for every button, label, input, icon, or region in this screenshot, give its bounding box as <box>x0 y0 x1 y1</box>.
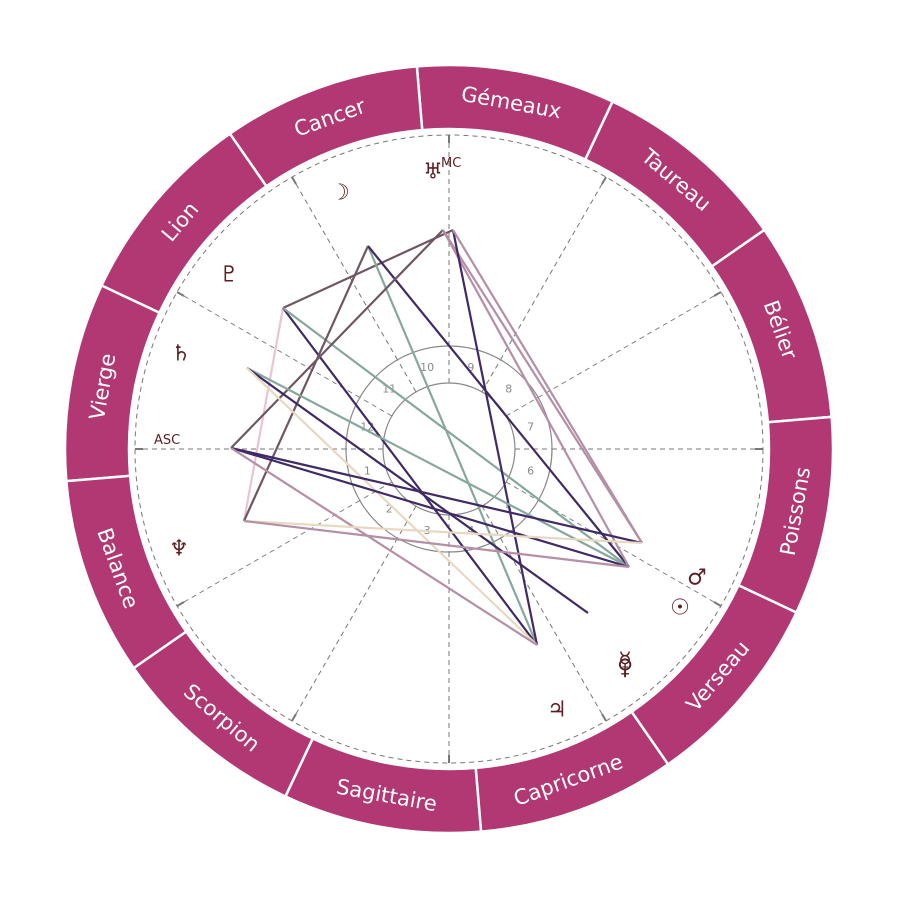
zodiac-sign-ring: BélierTaureauGémeauxCancerLionViergeBala… <box>63 63 835 835</box>
house-cusp-line <box>291 537 398 722</box>
aspect-line <box>230 446 630 569</box>
aspect-line <box>282 307 630 568</box>
ascendant-label: ASC <box>154 433 180 448</box>
mercury-icon: ☿ <box>618 649 632 674</box>
aspect-line <box>452 229 643 544</box>
house-cusp-line <box>500 537 607 722</box>
house-number: 1 <box>364 464 371 477</box>
house-cusp-inner <box>481 505 501 539</box>
house-cusp-line <box>176 500 361 607</box>
house-outer-circle <box>345 345 553 553</box>
aspect-line <box>230 229 444 449</box>
house-cusp-inner <box>481 359 501 393</box>
house-cusp-inner <box>505 481 539 501</box>
house-cusp-line <box>537 291 722 398</box>
aspect-line <box>282 229 454 309</box>
house-cusp-inner <box>397 505 417 539</box>
cusp-tick <box>291 176 297 185</box>
house-cusp-lines <box>135 135 763 763</box>
sign-segment <box>736 415 835 615</box>
uranus-icon: ♅ <box>423 160 443 185</box>
aspect-line <box>243 519 630 569</box>
house-number: 2 <box>386 502 393 515</box>
house-cusp-inner <box>359 397 393 417</box>
house-number: 6 <box>527 464 534 477</box>
venus-icon: ♀ <box>617 656 633 681</box>
house-number: 4 <box>467 524 474 537</box>
aspect-line <box>367 245 630 568</box>
saturn-icon: ♄ <box>171 342 191 367</box>
aspect-line <box>451 229 539 646</box>
moon-icon: ☽ <box>330 181 350 206</box>
house-cusp-line <box>500 176 607 361</box>
house-cusp-line <box>176 291 361 398</box>
aspect-line <box>246 367 630 568</box>
planet-glyphs: ♅ ☽ ♇ ♄ ♆ ♂ ☉ ☿♀ ♃ <box>169 160 707 723</box>
cusp-tick <box>713 601 722 607</box>
aspect-line <box>282 307 538 646</box>
degree-circle <box>134 134 764 764</box>
aspect-line <box>230 447 538 646</box>
house-number: 8 <box>505 383 512 396</box>
aspect-line <box>242 245 370 522</box>
house-cusp-inner <box>397 359 417 393</box>
cusp-tick <box>176 291 185 297</box>
cusp-tick <box>601 176 607 185</box>
jupiter-icon: ♃ <box>547 698 567 723</box>
cusp-tick <box>713 291 722 297</box>
cusp-tick <box>291 713 297 722</box>
aspect-line <box>230 446 643 545</box>
house-number: 10 <box>420 361 434 374</box>
pluto-icon: ♇ <box>219 263 239 288</box>
sun-icon: ☉ <box>670 596 690 621</box>
house-cusp-line <box>291 176 398 361</box>
aspect-line <box>442 229 630 568</box>
house-number: 9 <box>467 361 474 374</box>
mars-icon: ♂ <box>687 566 707 591</box>
cusp-tick <box>601 713 607 722</box>
house-cusp-inner <box>505 397 539 417</box>
neptune-icon: ♆ <box>169 537 189 562</box>
cusp-tick <box>176 601 185 607</box>
house-number: 7 <box>527 421 534 434</box>
midheaven-label: MC <box>441 156 461 171</box>
house-cusp-line <box>537 500 722 607</box>
house-number-wheel: 123456789101112 <box>345 345 553 553</box>
house-inner-circle <box>382 382 516 516</box>
aspect-line <box>243 519 643 545</box>
aspect-line <box>246 367 538 646</box>
aspect-line <box>442 229 643 544</box>
aspect-lines <box>230 229 643 646</box>
aspect-line <box>366 245 539 646</box>
